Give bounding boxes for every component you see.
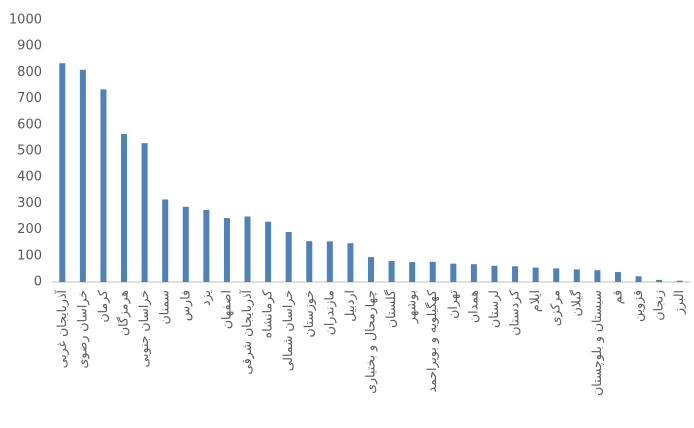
bar — [59, 63, 66, 283]
bar — [532, 267, 539, 282]
y-tick-label: 1000 — [9, 13, 42, 28]
x-tick-label: ایلام — [527, 290, 542, 312]
bar — [553, 268, 560, 282]
y-tick-label: 0 — [34, 275, 42, 290]
bar — [388, 261, 395, 282]
x-tick-label: خراسان رضوی — [74, 290, 90, 368]
bar — [141, 143, 148, 282]
y-tick-label: 400 — [17, 170, 42, 185]
y-tick-label: 700 — [17, 91, 42, 106]
bar — [162, 199, 169, 282]
x-tick-label: خوزستان — [301, 290, 317, 337]
bar — [635, 276, 642, 282]
bar — [347, 243, 354, 282]
x-tick-label: خراسان شمالی — [280, 290, 296, 371]
x-tick-label: کرمان — [95, 290, 111, 323]
x-tick-label: یزد — [198, 289, 214, 305]
x-tick-label: مازندران — [321, 290, 337, 335]
bar — [573, 269, 580, 282]
bar — [79, 69, 86, 282]
y-tick-label: 600 — [17, 117, 42, 132]
x-tick-label: بوشهر — [404, 290, 420, 324]
bar — [409, 262, 416, 282]
y-tick-label: 500 — [17, 144, 42, 159]
x-tick-label: کردستان — [507, 290, 523, 336]
x-tick-label: قم — [609, 290, 625, 304]
bar — [244, 216, 251, 282]
x-tick-label: کهگیلویه و بویراحمد — [424, 290, 440, 392]
x-tick-label: البرز — [671, 290, 687, 315]
bar — [368, 257, 374, 282]
y-tick-label: 100 — [17, 248, 42, 263]
x-tick-label: چهارمحال و بختیاری — [363, 290, 379, 394]
bar — [265, 221, 272, 282]
bar — [223, 218, 230, 282]
y-tick-label: 800 — [17, 65, 42, 80]
bar — [676, 280, 683, 282]
x-tick-label: اصفهان — [218, 290, 234, 329]
x-tick-label: کرمانشاه — [260, 290, 276, 338]
x-tick-label: مرکزی — [548, 290, 564, 326]
x-tick-label: سمنان — [157, 290, 172, 324]
bar — [100, 89, 107, 283]
x-tick-label: اردبیل — [342, 290, 358, 322]
bar — [656, 279, 663, 282]
y-tick-label: 200 — [17, 222, 42, 237]
y-tick-label: 300 — [17, 196, 42, 211]
bar — [285, 231, 292, 282]
x-tick-label: آذربایجان شرقی — [239, 289, 255, 374]
bar — [491, 265, 498, 282]
x-tick-label: سیستان و بلوچستان — [589, 290, 605, 396]
bar — [614, 272, 621, 282]
bar — [450, 263, 457, 282]
bar — [470, 264, 477, 282]
bar — [182, 206, 189, 282]
bar — [429, 261, 436, 282]
x-tick-label: زنجان — [651, 290, 667, 321]
x-tick-label: همدان — [465, 290, 480, 323]
bar — [594, 270, 601, 282]
x-tick-label: لرستان — [486, 290, 502, 328]
y-tick-label: 900 — [17, 39, 42, 54]
x-tick-label: قزوین — [630, 290, 646, 322]
bar — [203, 209, 210, 282]
bar — [121, 133, 128, 282]
bar — [306, 241, 313, 282]
x-tick-label: گلستان — [383, 290, 398, 328]
x-tick-label: تهران — [445, 289, 461, 318]
bar — [512, 266, 519, 282]
bar — [326, 241, 333, 282]
x-tick-label: آذربایجان غربی — [54, 289, 70, 368]
x-tick-label: فارس — [177, 290, 193, 321]
x-tick-label: هرمزگان — [116, 290, 132, 336]
x-tick-label: خراسان جنوبی — [136, 290, 152, 367]
x-tick-label: گیلان — [568, 290, 583, 316]
